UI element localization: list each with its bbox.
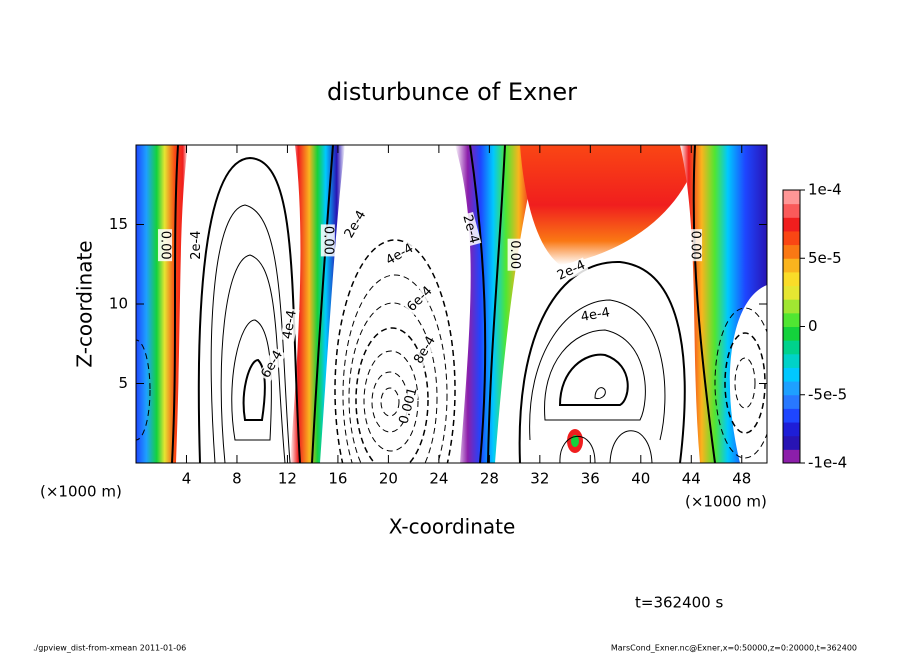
- contour-label-bg: [189, 229, 204, 262]
- colorbar-tick-label: -1e-4: [808, 454, 847, 472]
- contour-label-bg: [459, 212, 482, 247]
- chart-title: disturbunce of Exner: [327, 78, 577, 106]
- x-tick-label: 16: [328, 470, 347, 488]
- colorbar-swatch: [783, 381, 800, 396]
- x-tick-label: 28: [480, 470, 499, 488]
- colorbar-tick-label: -5e-5: [808, 385, 847, 403]
- colorbar-swatch: [783, 299, 800, 314]
- x-axis-label: X-coordinate: [389, 515, 516, 539]
- color-blob: [571, 435, 579, 447]
- x-tick-label: 12: [278, 470, 297, 488]
- colorbar-tick-label: 1e-4: [808, 181, 842, 199]
- contour-label-bg: [258, 347, 287, 382]
- colorbar-swatch: [783, 422, 800, 437]
- colorbar-swatch: [783, 326, 800, 341]
- colorbar-swatch: [783, 190, 800, 205]
- x-tick-label: 40: [631, 470, 650, 488]
- x-tick-label: 20: [379, 470, 398, 488]
- time-label: t=362400 s: [635, 594, 723, 612]
- contour-label-bg: [688, 229, 703, 262]
- contour-label: 4e-4: [580, 305, 611, 325]
- contour-label: 4e-4: [280, 309, 300, 340]
- contour-lines: [171, 145, 716, 463]
- negative-contours: [136, 239, 767, 463]
- colorbar-swatch: [783, 244, 800, 259]
- contour-label-bg: [507, 238, 522, 271]
- contour-label: 2e-4: [459, 213, 481, 245]
- contour-label-bg: [553, 257, 589, 284]
- y-tick-label: 10: [109, 295, 128, 313]
- contour-label: 0.00: [320, 226, 335, 255]
- y-tick-label: 5: [118, 374, 128, 392]
- contour-field: [136, 145, 767, 463]
- contour-label: 0.001: [397, 386, 421, 426]
- colorbar-swatch: [783, 258, 800, 273]
- colorbar-swatch: [783, 367, 800, 382]
- footer-left: ./gpview_dist-from-xmean 2011-01-06: [33, 644, 186, 653]
- x-tick-label: 4: [182, 470, 192, 488]
- contour-label-bg: [158, 229, 173, 262]
- colorbar-swatch: [783, 394, 800, 409]
- contour-label-bg: [578, 305, 613, 325]
- colorbar-tick-label: 0: [808, 317, 818, 335]
- colorbar-swatch: [783, 435, 800, 450]
- contour-label-bg: [382, 240, 418, 269]
- contour-label-bg: [320, 224, 335, 257]
- contour-label-bg: [410, 332, 440, 368]
- contour-label-bg: [403, 282, 437, 316]
- colorbar-swatch: [783, 203, 800, 218]
- colorbar-swatch: [783, 408, 800, 423]
- colorbar-swatch: [783, 312, 800, 327]
- contour-label: 2e-4: [189, 231, 204, 260]
- contour-label-bg: [341, 207, 370, 242]
- colorbar-tick-label: 5e-5: [808, 249, 842, 267]
- color-band: [680, 145, 767, 463]
- colorbar-swatch: [783, 340, 800, 355]
- x-tick-label: 8: [232, 470, 242, 488]
- footer-right: MarsCond_Exner.nc@Exner,x=0:50000,z=0:20…: [611, 644, 857, 653]
- y-tick-label: 15: [109, 215, 128, 233]
- x-unit-label: (×1000 m): [40, 483, 122, 501]
- contour-label: 0.00: [507, 240, 522, 269]
- x-tick-label: 48: [732, 470, 751, 488]
- contour-label: 0.00: [688, 231, 703, 260]
- colorbar-swatch: [783, 217, 800, 232]
- contour-label: 0.00: [158, 231, 173, 260]
- x-tick-label: 32: [530, 470, 549, 488]
- x-tick-label: 24: [429, 470, 448, 488]
- colorbar-swatch: [783, 353, 800, 368]
- x-unit-label: (×1000 m): [685, 493, 767, 511]
- contour-label-bg: [397, 388, 420, 424]
- contour-label-bg: [280, 307, 300, 342]
- colorbar-swatch: [783, 285, 800, 300]
- x-tick-label: 36: [581, 470, 600, 488]
- colorbar-swatch: [783, 271, 800, 287]
- y-axis-label: Z-coordinate: [73, 240, 97, 367]
- color-band: [520, 145, 700, 265]
- x-tick-label: 44: [682, 470, 701, 488]
- colorbar-swatch: [783, 230, 800, 246]
- colorbar-swatch: [783, 449, 800, 464]
